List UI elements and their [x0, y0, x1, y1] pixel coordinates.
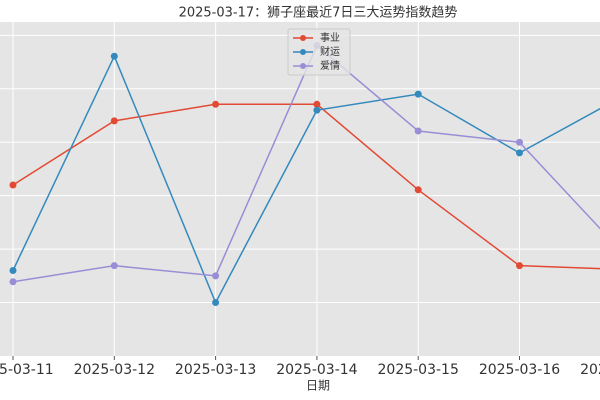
x-tick-label: 2025-03-11 [0, 362, 54, 378]
legend-marker [300, 63, 306, 69]
legend-label: 事业 [320, 31, 340, 44]
point [516, 262, 523, 270]
point [516, 149, 523, 157]
point [313, 106, 321, 114]
point [212, 299, 220, 307]
chart-title: 2025-03-17：狮子座最近7日三大运势指数趋势 [179, 5, 458, 21]
point [414, 90, 422, 98]
point [9, 266, 17, 274]
x-tick-label: 2025-03-15 [378, 362, 459, 378]
point [414, 127, 422, 135]
legend-marker [300, 35, 306, 41]
point [110, 52, 118, 60]
point [9, 181, 17, 189]
x-tick-label: 2025-03-14 [276, 362, 357, 378]
x-tick-label: 2025-03-12 [74, 362, 155, 378]
point [212, 272, 220, 280]
point [212, 100, 220, 108]
legend-label: 爱情 [320, 59, 340, 72]
point [110, 117, 118, 125]
point [313, 100, 321, 108]
point [110, 262, 118, 270]
x-axis-label: 日期 [306, 379, 330, 393]
x-tick-label: 2025-03-17 [580, 362, 600, 378]
x-tick-label: 2025-03-16 [479, 362, 560, 378]
legend-marker [300, 49, 306, 55]
legend-label: 财运 [320, 45, 340, 58]
plot-area [0, 22, 600, 356]
point [414, 186, 422, 194]
point [516, 138, 523, 146]
x-tick-label: 2025-03-13 [175, 362, 256, 378]
point [9, 278, 17, 286]
